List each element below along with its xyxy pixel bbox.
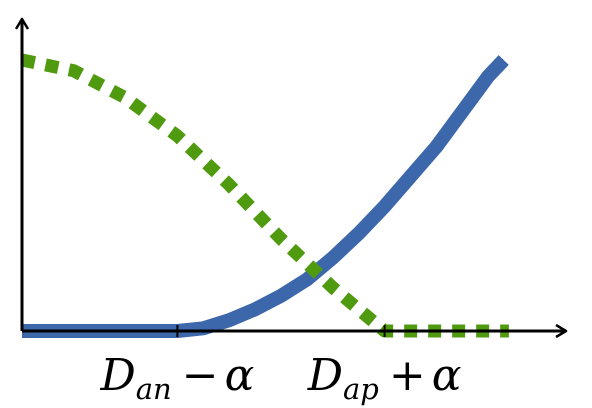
- tick-layer: Dan − α Dap + α: [99, 325, 461, 406]
- series-1-line: [20, 53, 509, 338]
- series-layer: [20, 53, 509, 338]
- series-0-line: [22, 55, 509, 338]
- x-tick-label-1: Dap + α: [307, 350, 462, 406]
- x-tick-label-0: Dan − α: [99, 350, 254, 406]
